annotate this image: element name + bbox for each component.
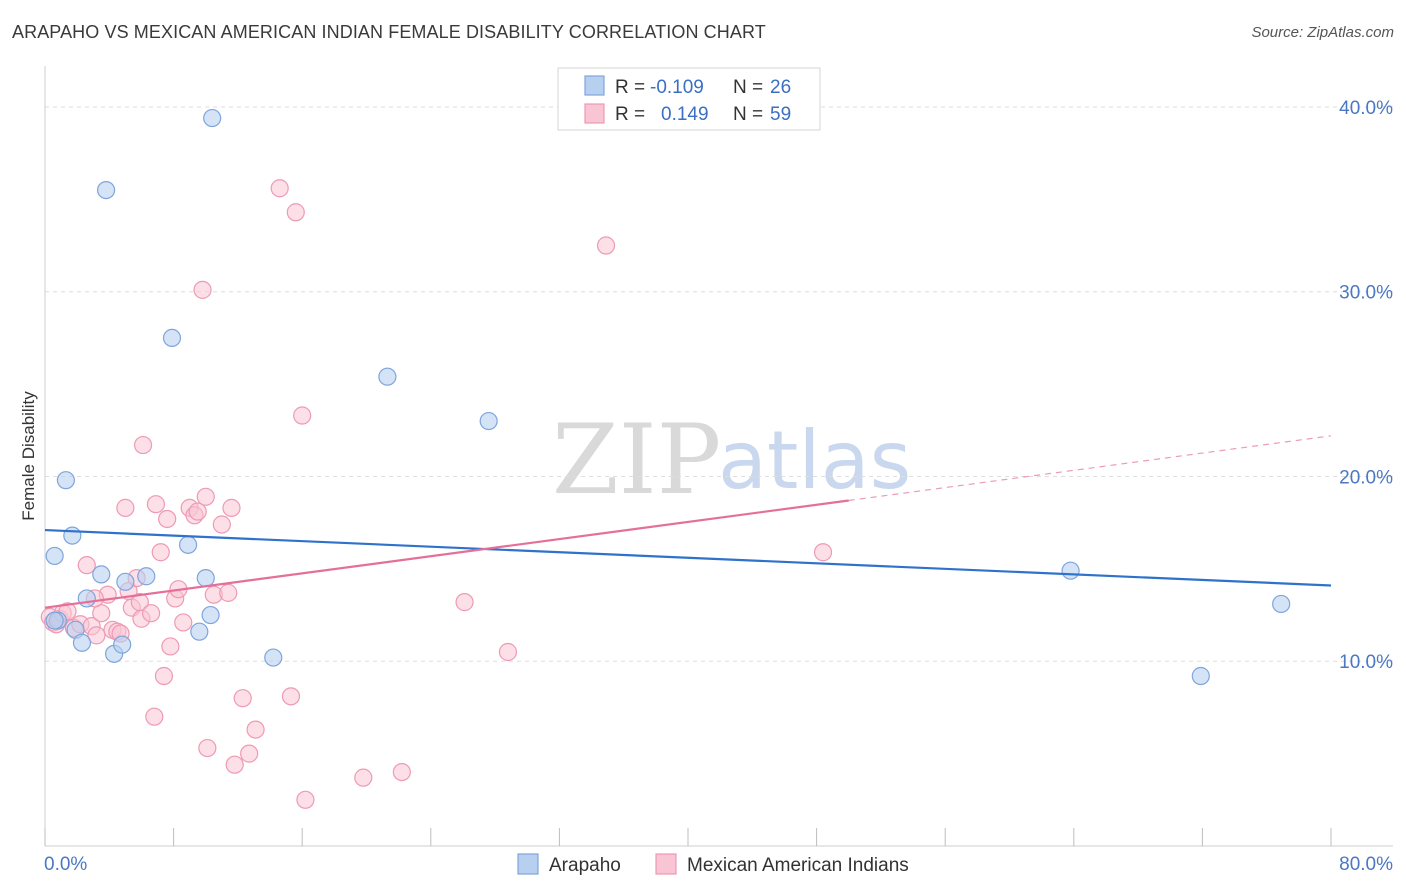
point-mexican-25: [151, 543, 170, 562]
series-legend-label-mexican: Mexican American Indians: [687, 855, 909, 876]
point-arapaho-11: [116, 572, 135, 591]
watermark-zip: ZIP: [552, 404, 721, 516]
x-tick-label-min: 0.0%: [44, 854, 87, 875]
point-mexican-49: [293, 406, 312, 425]
series-legend-swatch-mexican: [655, 853, 677, 875]
y-axis-label: Female Disability: [19, 391, 38, 521]
point-arapaho-21: [479, 411, 498, 431]
chart-title: ARAPAHO VS MEXICAN AMERICAN INDIAN FEMAL…: [12, 22, 766, 42]
point-mexican-10: [87, 626, 106, 645]
point-mexican-55: [596, 236, 616, 255]
point-mexican-27: [158, 509, 177, 529]
point-arapaho-23: [1191, 666, 1210, 686]
y-tick-label-30: 30.0%: [1339, 283, 1393, 304]
point-mexican-35: [193, 280, 212, 299]
point-mexican-50: [296, 790, 315, 809]
point-arapaho-17: [201, 605, 220, 625]
point-arapaho-24: [1272, 594, 1291, 614]
point-mexican-42: [225, 755, 244, 774]
legend-n-value-arapaho: 26: [770, 77, 791, 98]
point-mexican-36: [196, 487, 215, 506]
point-arapaho-6: [77, 589, 96, 608]
x-tick-labels: 0.0% 80.0%: [44, 854, 1393, 875]
point-arapaho-12: [137, 567, 156, 586]
point-arapaho-7: [92, 565, 111, 584]
legend-swatch-mexican: [584, 103, 605, 124]
point-arapaho-16: [196, 568, 215, 588]
point-mexican-40: [219, 583, 238, 602]
trend-lines: [44, 435, 1332, 609]
point-mexican-31: [174, 613, 193, 632]
point-mexican-23: [145, 707, 164, 726]
legend-n-value-mexican: 59: [770, 104, 791, 125]
point-mexican-48: [281, 687, 301, 706]
trend-line-mexican-extension: [848, 435, 1332, 502]
point-arapaho-13: [162, 328, 182, 348]
point-arapaho-2: [56, 471, 75, 490]
series-legend-label-arapaho: Arapaho: [549, 855, 621, 876]
point-arapaho-19: [264, 648, 283, 667]
point-arapaho-3: [63, 526, 82, 545]
point-arapaho-18: [203, 108, 222, 128]
correlation-legend: R = -0.109 N = 26 R = 0.149 N = 59: [557, 67, 821, 131]
point-mexican-24: [146, 495, 166, 514]
point-mexican-51: [354, 768, 373, 787]
y-tick-label-10: 10.0%: [1339, 652, 1393, 673]
point-mexican-46: [270, 179, 289, 198]
y-tick-label-40: 40.0%: [1339, 98, 1393, 119]
point-mexican-22: [141, 604, 161, 623]
point-mexican-26: [154, 666, 174, 686]
legend-r-label-arapaho: R =: [615, 77, 645, 98]
point-mexican-43: [233, 689, 252, 708]
point-arapaho-15: [190, 622, 209, 641]
point-mexican-34: [188, 502, 207, 521]
legend-n-label-mexican: N =: [733, 104, 763, 125]
point-mexican-21: [133, 435, 153, 455]
point-mexican-41: [222, 498, 241, 517]
point-mexican-45: [246, 720, 265, 739]
point-mexican-15: [116, 498, 135, 517]
point-arapaho-14: [178, 535, 198, 554]
point-mexican-37: [198, 738, 217, 758]
trend-line-arapaho: [44, 528, 1332, 587]
y-tick-label-20: 20.0%: [1339, 467, 1393, 488]
point-arapaho-20: [378, 367, 397, 386]
point-mexican-52: [392, 762, 411, 782]
point-mexican-54: [498, 642, 518, 662]
axes: [44, 66, 1393, 847]
series-legend-swatch-arapaho: [517, 853, 539, 875]
point-arapaho-10: [113, 635, 132, 654]
point-arapaho-0: [45, 546, 64, 566]
point-mexican-53: [455, 593, 474, 612]
point-arapaho-25: [45, 611, 64, 630]
point-mexican-28: [161, 637, 180, 656]
x-tick-label-max: 80.0%: [1339, 854, 1393, 875]
point-mexican-39: [212, 515, 231, 534]
point-mexican-56: [813, 543, 833, 562]
legend-r-value-arapaho: -0.109: [650, 77, 704, 98]
legend-swatch-arapaho: [584, 75, 605, 96]
legend-r-label-mexican: R =: [615, 104, 645, 125]
watermark-atlas: atlas: [718, 414, 911, 507]
point-arapaho-22: [1061, 561, 1080, 580]
grid-lines: [45, 106, 1393, 662]
series-mexican-american-indians: [40, 179, 833, 809]
series-arapaho: [45, 108, 1291, 686]
trend-line-mexican: [44, 499, 849, 609]
point-arapaho-8: [96, 180, 116, 200]
chart-source: Source: ZipAtlas.com: [1251, 24, 1394, 41]
legend-n-label-arapaho: N =: [733, 77, 763, 98]
point-mexican-44: [240, 744, 259, 763]
y-tick-labels: 10.0% 20.0% 30.0% 40.0%: [1339, 98, 1393, 673]
point-arapaho-5: [72, 633, 92, 652]
point-mexican-8: [77, 556, 96, 575]
series-legend: Arapaho Mexican American Indians: [517, 853, 909, 876]
legend-r-value-mexican: 0.149: [661, 104, 709, 125]
point-mexican-47: [286, 203, 305, 222]
